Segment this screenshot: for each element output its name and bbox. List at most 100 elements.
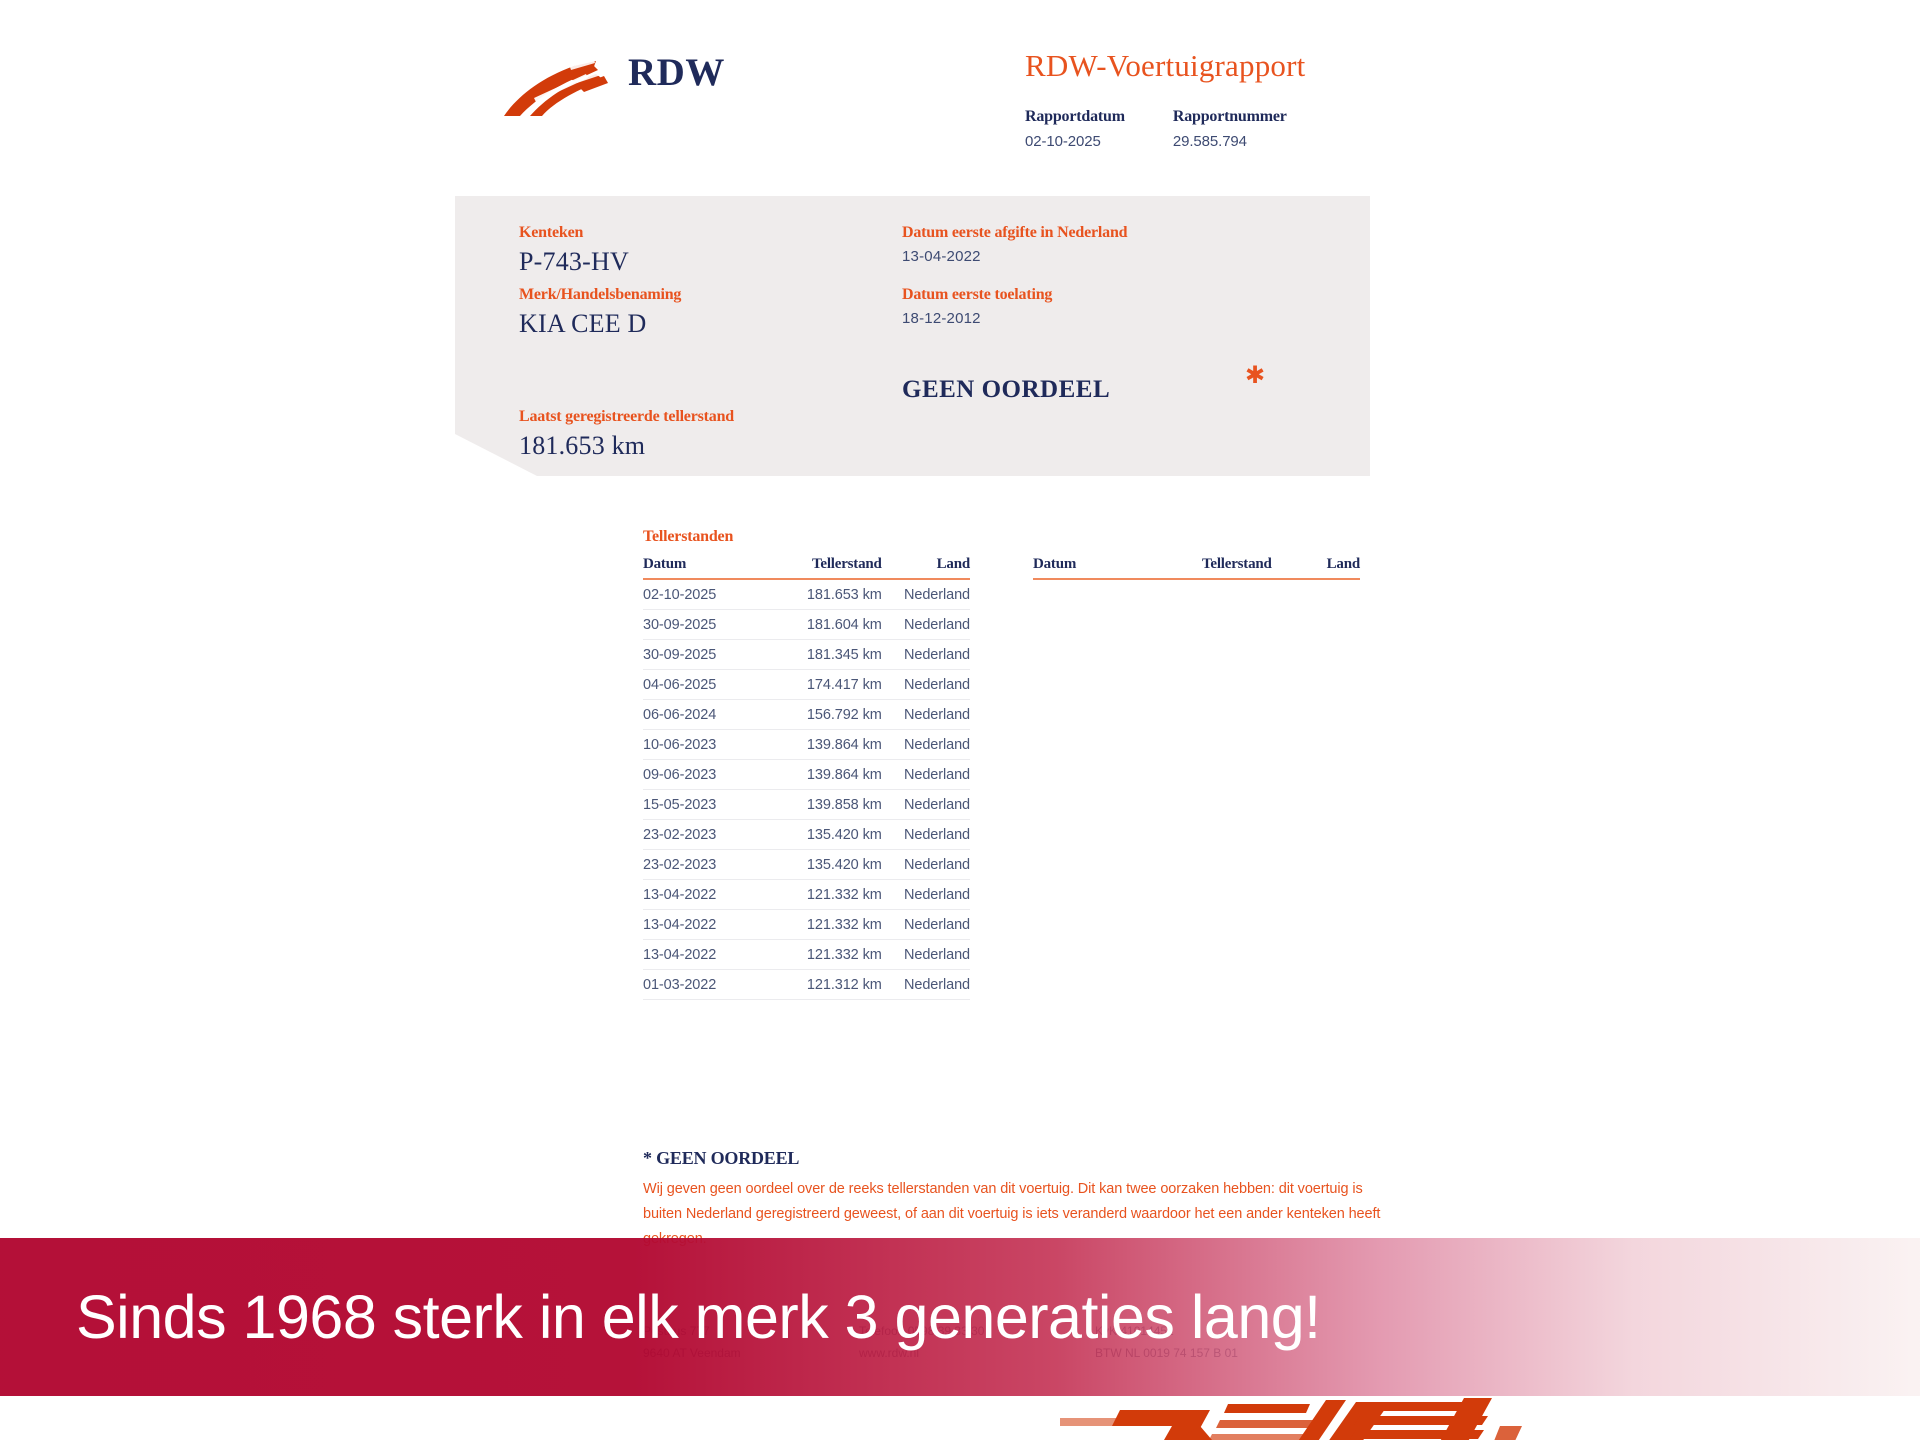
kenteken-value: P-743-HV: [519, 247, 629, 276]
eerste-toelating-value: 18-12-2012: [902, 310, 981, 327]
field-merk: Merk/Handelsbenaming KIA CEE D: [519, 286, 681, 339]
table-row: 13-04-2022 121.332 km Nederland: [643, 879, 970, 910]
cell-land: Nederland: [881, 819, 970, 850]
report-date-value: 02-10-2025: [1025, 133, 1101, 150]
table-row: 06-06-2024 156.792 km Nederland: [643, 699, 970, 730]
cell-land: Nederland: [881, 639, 970, 670]
cell-tellerstand: 181.604 km: [773, 609, 882, 640]
col-header-datum: Datum: [643, 556, 774, 580]
cell-tellerstand: 121.332 km: [773, 909, 882, 940]
table-row: 02-10-2025 181.653 km Nederland: [643, 579, 970, 610]
table-row: 23-02-2023 135.420 km Nederland: [643, 849, 970, 880]
eerste-afgifte-value: 13-04-2022: [902, 248, 981, 265]
cell-tellerstand: 139.864 km: [773, 729, 882, 760]
cell-tellerstand: 121.332 km: [773, 879, 882, 910]
cell-datum: 30-09-2025: [643, 609, 774, 640]
table-row: 01-03-2022 121.312 km Nederland: [643, 969, 970, 1000]
field-laatst-tellerstand: Laatst geregistreerde tellerstand 181.65…: [519, 408, 734, 461]
cell-datum: 02-10-2025: [643, 579, 774, 610]
laatst-tellerstand-value: 181.653 km: [519, 431, 646, 460]
cell-tellerstand: 139.858 km: [773, 789, 882, 820]
cell-tellerstand: 135.420 km: [773, 849, 882, 880]
table-row: 23-02-2023 135.420 km Nederland: [643, 819, 970, 850]
field-eerste-toelating: Datum eerste toelating 18-12-2012: [902, 286, 1052, 327]
field-kenteken: Kenteken P-743-HV: [519, 224, 629, 277]
merk-value: KIA CEE D: [519, 309, 647, 338]
footnote-title: * GEEN OORDEEL: [643, 1148, 800, 1168]
table-row: 15-05-2023 139.858 km Nederland: [643, 789, 970, 820]
eerste-toelating-label: Datum eerste toelating: [902, 286, 1053, 303]
table-header-row: Datum Tellerstand Land: [1033, 556, 1360, 580]
cell-land: Nederland: [881, 579, 970, 610]
cell-tellerstand: 121.312 km: [773, 969, 882, 1000]
report-meta: Rapportdatum 02-10-2025 Rapportnummer 29…: [1025, 108, 1287, 150]
cell-datum: 06-06-2024: [643, 699, 774, 730]
field-eerste-afgifte: Datum eerste afgifte in Nederland 13-04-…: [902, 224, 1127, 265]
page-title: RDW-Voertuigrapport: [1025, 48, 1306, 83]
promo-banner: Sinds 1968 sterk in elk merk 3 generatie…: [0, 1238, 1920, 1396]
cell-land: Nederland: [881, 849, 970, 880]
cell-land: Nederland: [881, 879, 970, 910]
cell-tellerstand: 181.345 km: [773, 639, 882, 670]
cell-tellerstand: 174.417 km: [773, 669, 882, 700]
asterisk-icon: ✱: [1245, 362, 1266, 389]
table-row: 09-06-2023 139.864 km Nederland: [643, 759, 970, 790]
report-number-label: Rapportnummer: [1172, 108, 1287, 125]
cell-datum: 23-02-2023: [643, 849, 774, 880]
table-row: 30-09-2025 181.604 km Nederland: [643, 609, 970, 640]
cell-land: Nederland: [881, 609, 970, 640]
footnote-body: Wij geven geen oordeel over de reeks tel…: [643, 1181, 1381, 1247]
cell-datum: 23-02-2023: [643, 819, 774, 850]
rdw-swoosh-icon: [500, 58, 612, 120]
cell-tellerstand: 181.653 km: [773, 579, 882, 610]
dealer-speed-logo-icon: [1060, 1396, 1530, 1440]
cell-tellerstand: 135.420 km: [773, 819, 882, 850]
tellerstanden-table-left-body: 02-10-2025 181.653 km Nederland 30-09-2025 1…: [643, 579, 970, 1000]
report-number-value: 29.585.794: [1172, 133, 1247, 150]
table-row: 13-04-2022 121.332 km Nederland: [643, 939, 970, 970]
cell-tellerstand: 156.792 km: [773, 699, 882, 730]
merk-label: Merk/Handelsbenaming: [519, 286, 682, 303]
tellerstanden-table-right: Datum Tellerstand Land: [1033, 556, 1360, 580]
rdw-wordmark: RDW: [628, 51, 725, 94]
table-row: 04-06-2025 174.417 km Nederland: [643, 669, 970, 700]
verdict-badge: GEEN OORDEEL: [902, 376, 1111, 403]
col-header-tellerstand: Tellerstand: [773, 556, 882, 580]
cell-land: Nederland: [881, 699, 970, 730]
cell-land: Nederland: [881, 969, 970, 1000]
cell-datum: 04-06-2025: [643, 669, 774, 700]
cell-datum: 10-06-2023: [643, 729, 774, 760]
laatst-tellerstand-label: Laatst geregistreerde tellerstand: [519, 408, 734, 425]
vehicle-info-panel: Kenteken P-743-HV Merk/Handelsbenaming K…: [455, 196, 1370, 476]
tellerstanden-table-left-wrap: Datum Tellerstand Land 02-10-2025 181.653…: [643, 556, 970, 1000]
eerste-afgifte-label: Datum eerste afgifte in Nederland: [902, 224, 1128, 241]
cell-datum: 01-03-2022: [643, 969, 774, 1000]
col-header-land: Land: [881, 556, 970, 580]
cell-land: Nederland: [881, 939, 970, 970]
cell-land: Nederland: [881, 789, 970, 820]
cell-land: Nederland: [881, 669, 970, 700]
report-number-group: Rapportnummer 29.585.794: [1173, 108, 1287, 150]
table-row: 10-06-2023 139.864 km Nederland: [643, 729, 970, 760]
tellerstanden-table-left: Datum Tellerstand Land 02-10-2025 181.653…: [643, 556, 970, 1000]
tellerstanden-table-right-wrap: Datum Tellerstand Land: [1033, 556, 1360, 580]
table-header-row: Datum Tellerstand Land: [643, 556, 970, 580]
col-header-datum: Datum: [1033, 556, 1164, 580]
cell-datum: 15-05-2023: [643, 789, 774, 820]
cell-datum: 30-09-2025: [643, 639, 774, 670]
cell-datum: 13-04-2022: [643, 909, 774, 940]
col-header-land: Land: [1271, 556, 1360, 580]
tellerstanden-caption: Tellerstanden: [643, 528, 734, 545]
cell-tellerstand: 121.332 km: [773, 939, 882, 970]
cell-datum: 09-06-2023: [643, 759, 774, 790]
report-date-group: Rapportdatum 02-10-2025: [1025, 108, 1125, 150]
cell-datum: 13-04-2022: [643, 879, 774, 910]
kenteken-label: Kenteken: [519, 224, 584, 241]
rdw-logo-block: RDW: [500, 40, 780, 120]
cell-land: Nederland: [881, 909, 970, 940]
report-date-label: Rapportdatum: [1025, 108, 1125, 125]
cell-datum: 13-04-2022: [643, 939, 774, 970]
col-header-tellerstand: Tellerstand: [1163, 556, 1272, 580]
footnote-block: * GEEN OORDEEL Wij geven geen oordeel ov…: [643, 1148, 1383, 1252]
